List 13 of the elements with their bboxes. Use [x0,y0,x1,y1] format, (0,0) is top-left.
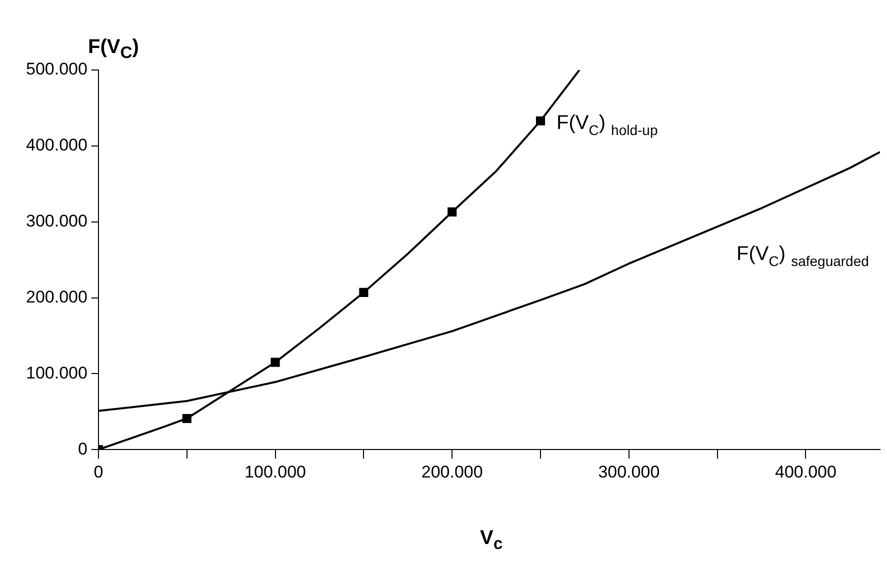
y-tick-label: 300.000 [26,212,88,231]
y-tick-label: 100.000 [26,363,88,382]
y-axis-title: F(V$_{C}$) [88,36,139,63]
x-tick-label: 300.000 [598,462,660,482]
x-tick-label: 200.000 [421,462,483,482]
x-axis-title: V$_{c}$ [480,527,503,554]
y-tick-label: 0 [78,439,88,458]
y-tick-label: 200.000 [26,287,88,306]
x-tick-label: 0 [94,462,104,482]
x-tick-label: 400.000 [775,462,836,482]
y-tick-label: 400.000 [26,136,88,155]
x-tick-label: 100.000 [244,462,306,482]
y-tick-label: 500.000 [26,60,88,79]
